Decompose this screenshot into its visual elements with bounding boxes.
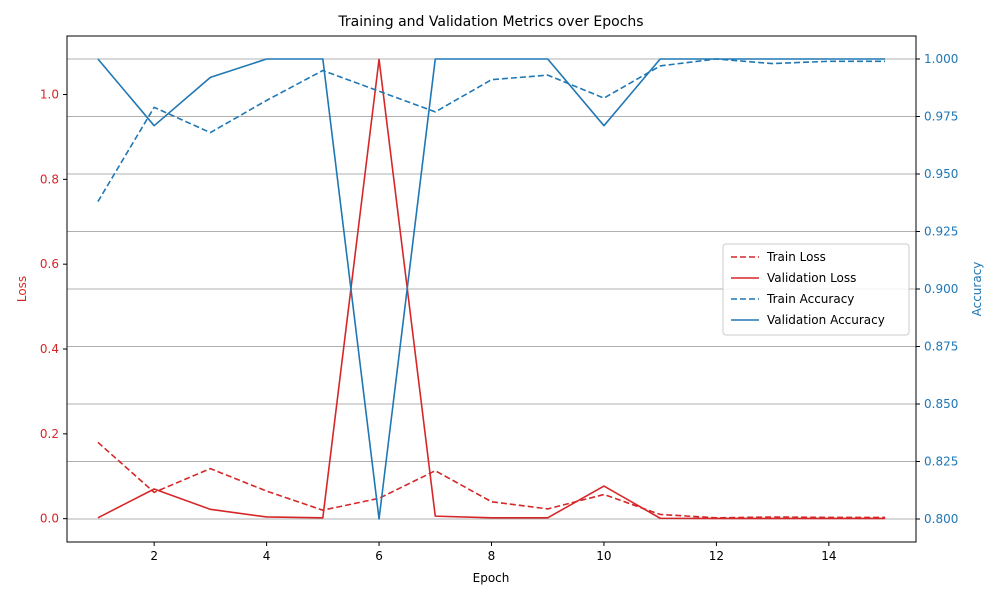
y-left-tick-label: 0.0: [40, 512, 59, 526]
x-tick-label: 14: [821, 549, 836, 563]
y-left-tick-label: 1.0: [40, 88, 59, 102]
legend-box: [722, 243, 910, 336]
y-right-tick-label: 0.925: [924, 225, 958, 239]
legend-label-validation-loss: Validation Loss: [767, 271, 856, 285]
y-axis-right-label: Accuracy: [970, 262, 984, 317]
x-tick-label: 8: [488, 549, 496, 563]
validation-accuracy-line: [97, 58, 886, 520]
x-tick-label: 10: [596, 549, 611, 563]
legend: Train Loss Validation Loss Train Accuracy V…: [722, 243, 910, 336]
y-axis-right: 0.800 0.825 0.850 0.875 0.900 0.925 0.950 0.975…: [916, 52, 958, 526]
y-left-tick-label: 0.8: [40, 172, 59, 186]
chart-title: Training and Validation Metrics over Epo…: [337, 14, 643, 30]
y-right-tick-label: 0.850: [924, 397, 958, 411]
y-right-tick-label: 0.975: [924, 110, 958, 124]
y-right-tick-label: 0.875: [924, 340, 958, 354]
legend-label-train-loss: Train Loss: [766, 250, 826, 264]
y-right-tick-label: 0.950: [924, 167, 958, 181]
validation-loss-line: [97, 58, 886, 520]
y-right-tick-label: 1.000: [924, 52, 958, 66]
x-tick-label: 2: [150, 549, 158, 563]
y-right-tick-label: 0.800: [924, 512, 958, 526]
y-left-tick-label: 0.2: [40, 427, 59, 441]
legend-label-train-accuracy: Train Accuracy: [766, 292, 854, 306]
x-axis: 2 4 6 8 10 12 14: [150, 542, 836, 563]
y-axis-left: 0.0 0.2 0.4 0.6 0.8 1.0: [40, 88, 67, 526]
y-left-tick-label: 0.4: [40, 342, 59, 356]
y-axis-left-label: Loss: [15, 276, 29, 302]
y-right-tick-label: 0.900: [924, 282, 958, 296]
legend-label-validation-accuracy: Validation Accuracy: [767, 313, 885, 327]
x-axis-label: Epoch: [473, 571, 510, 585]
x-tick-label: 6: [375, 549, 383, 563]
x-tick-label: 12: [709, 549, 724, 563]
train-accuracy-line: [97, 58, 886, 203]
series-lines: [97, 58, 886, 520]
y-left-tick-label: 0.6: [40, 257, 59, 271]
train-loss-line: [97, 441, 886, 519]
y-right-tick-label: 0.825: [924, 455, 958, 469]
x-tick-label: 4: [263, 549, 271, 563]
